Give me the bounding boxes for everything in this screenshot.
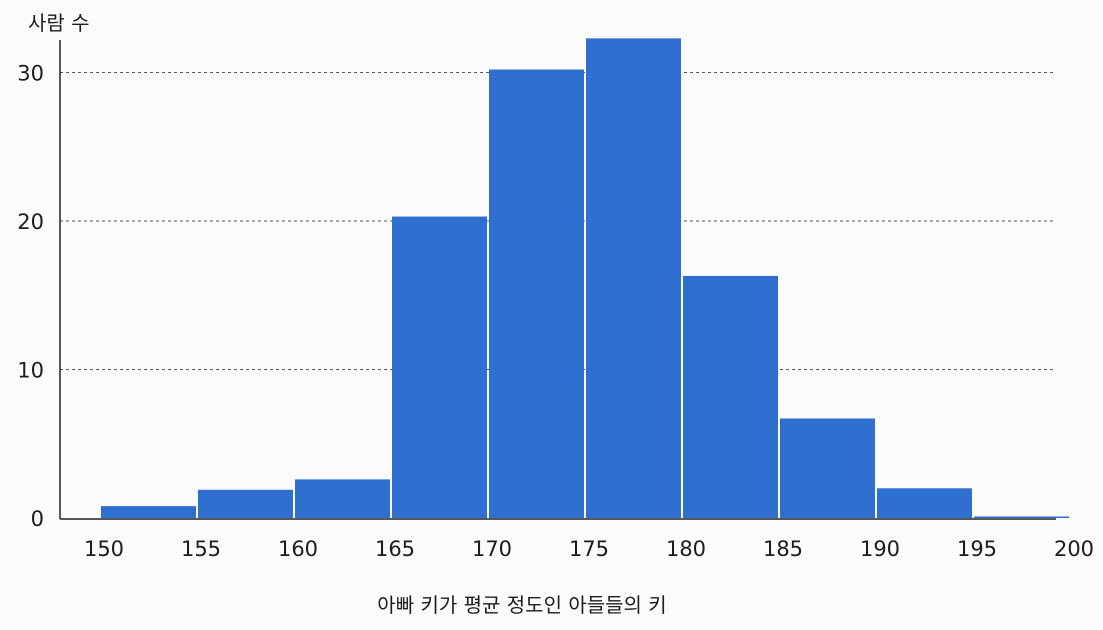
bar-170-175 <box>489 69 584 518</box>
bar-160-165 <box>295 479 390 518</box>
histogram-bars <box>101 38 1069 519</box>
x-tick-label-150: 150 <box>84 537 124 561</box>
y-tick-label-10: 10 <box>17 359 44 383</box>
x-tick-label-160: 160 <box>278 537 318 561</box>
y-tick-label-0: 0 <box>31 507 44 531</box>
x-tick-label-180: 180 <box>666 537 706 561</box>
x-tick-label-185: 185 <box>763 537 803 561</box>
bar-180-185 <box>683 275 778 518</box>
x-axis-title: 아빠 키가 평균 정도인 아들들의 키 <box>377 593 666 617</box>
bar-175-180 <box>586 38 681 518</box>
bar-165-170 <box>392 216 487 519</box>
x-tick-label-195: 195 <box>957 537 997 561</box>
x-tick-label-175: 175 <box>569 537 609 561</box>
y-tick-label-20: 20 <box>17 210 44 234</box>
x-tick-labels: 150 155 160 165 170 175 180 185 190 195 200 <box>84 537 1094 561</box>
bar-190-195 <box>877 488 972 518</box>
x-tick-label-200: 200 <box>1054 537 1094 561</box>
y-tick-label-30: 30 <box>17 62 44 86</box>
bar-195-200 <box>974 516 1069 518</box>
bar-150-155 <box>101 506 196 518</box>
bar-155-160 <box>198 489 293 518</box>
y-tick-labels: 0 10 20 30 <box>17 62 44 532</box>
x-tick-label-155: 155 <box>181 537 221 561</box>
bar-185-190 <box>780 418 875 518</box>
x-tick-label-165: 165 <box>375 537 415 561</box>
x-tick-label-190: 190 <box>860 537 900 561</box>
y-axis-title: 사람 수 <box>28 11 90 35</box>
axes <box>59 40 1056 520</box>
x-tick-label-170: 170 <box>472 537 512 561</box>
